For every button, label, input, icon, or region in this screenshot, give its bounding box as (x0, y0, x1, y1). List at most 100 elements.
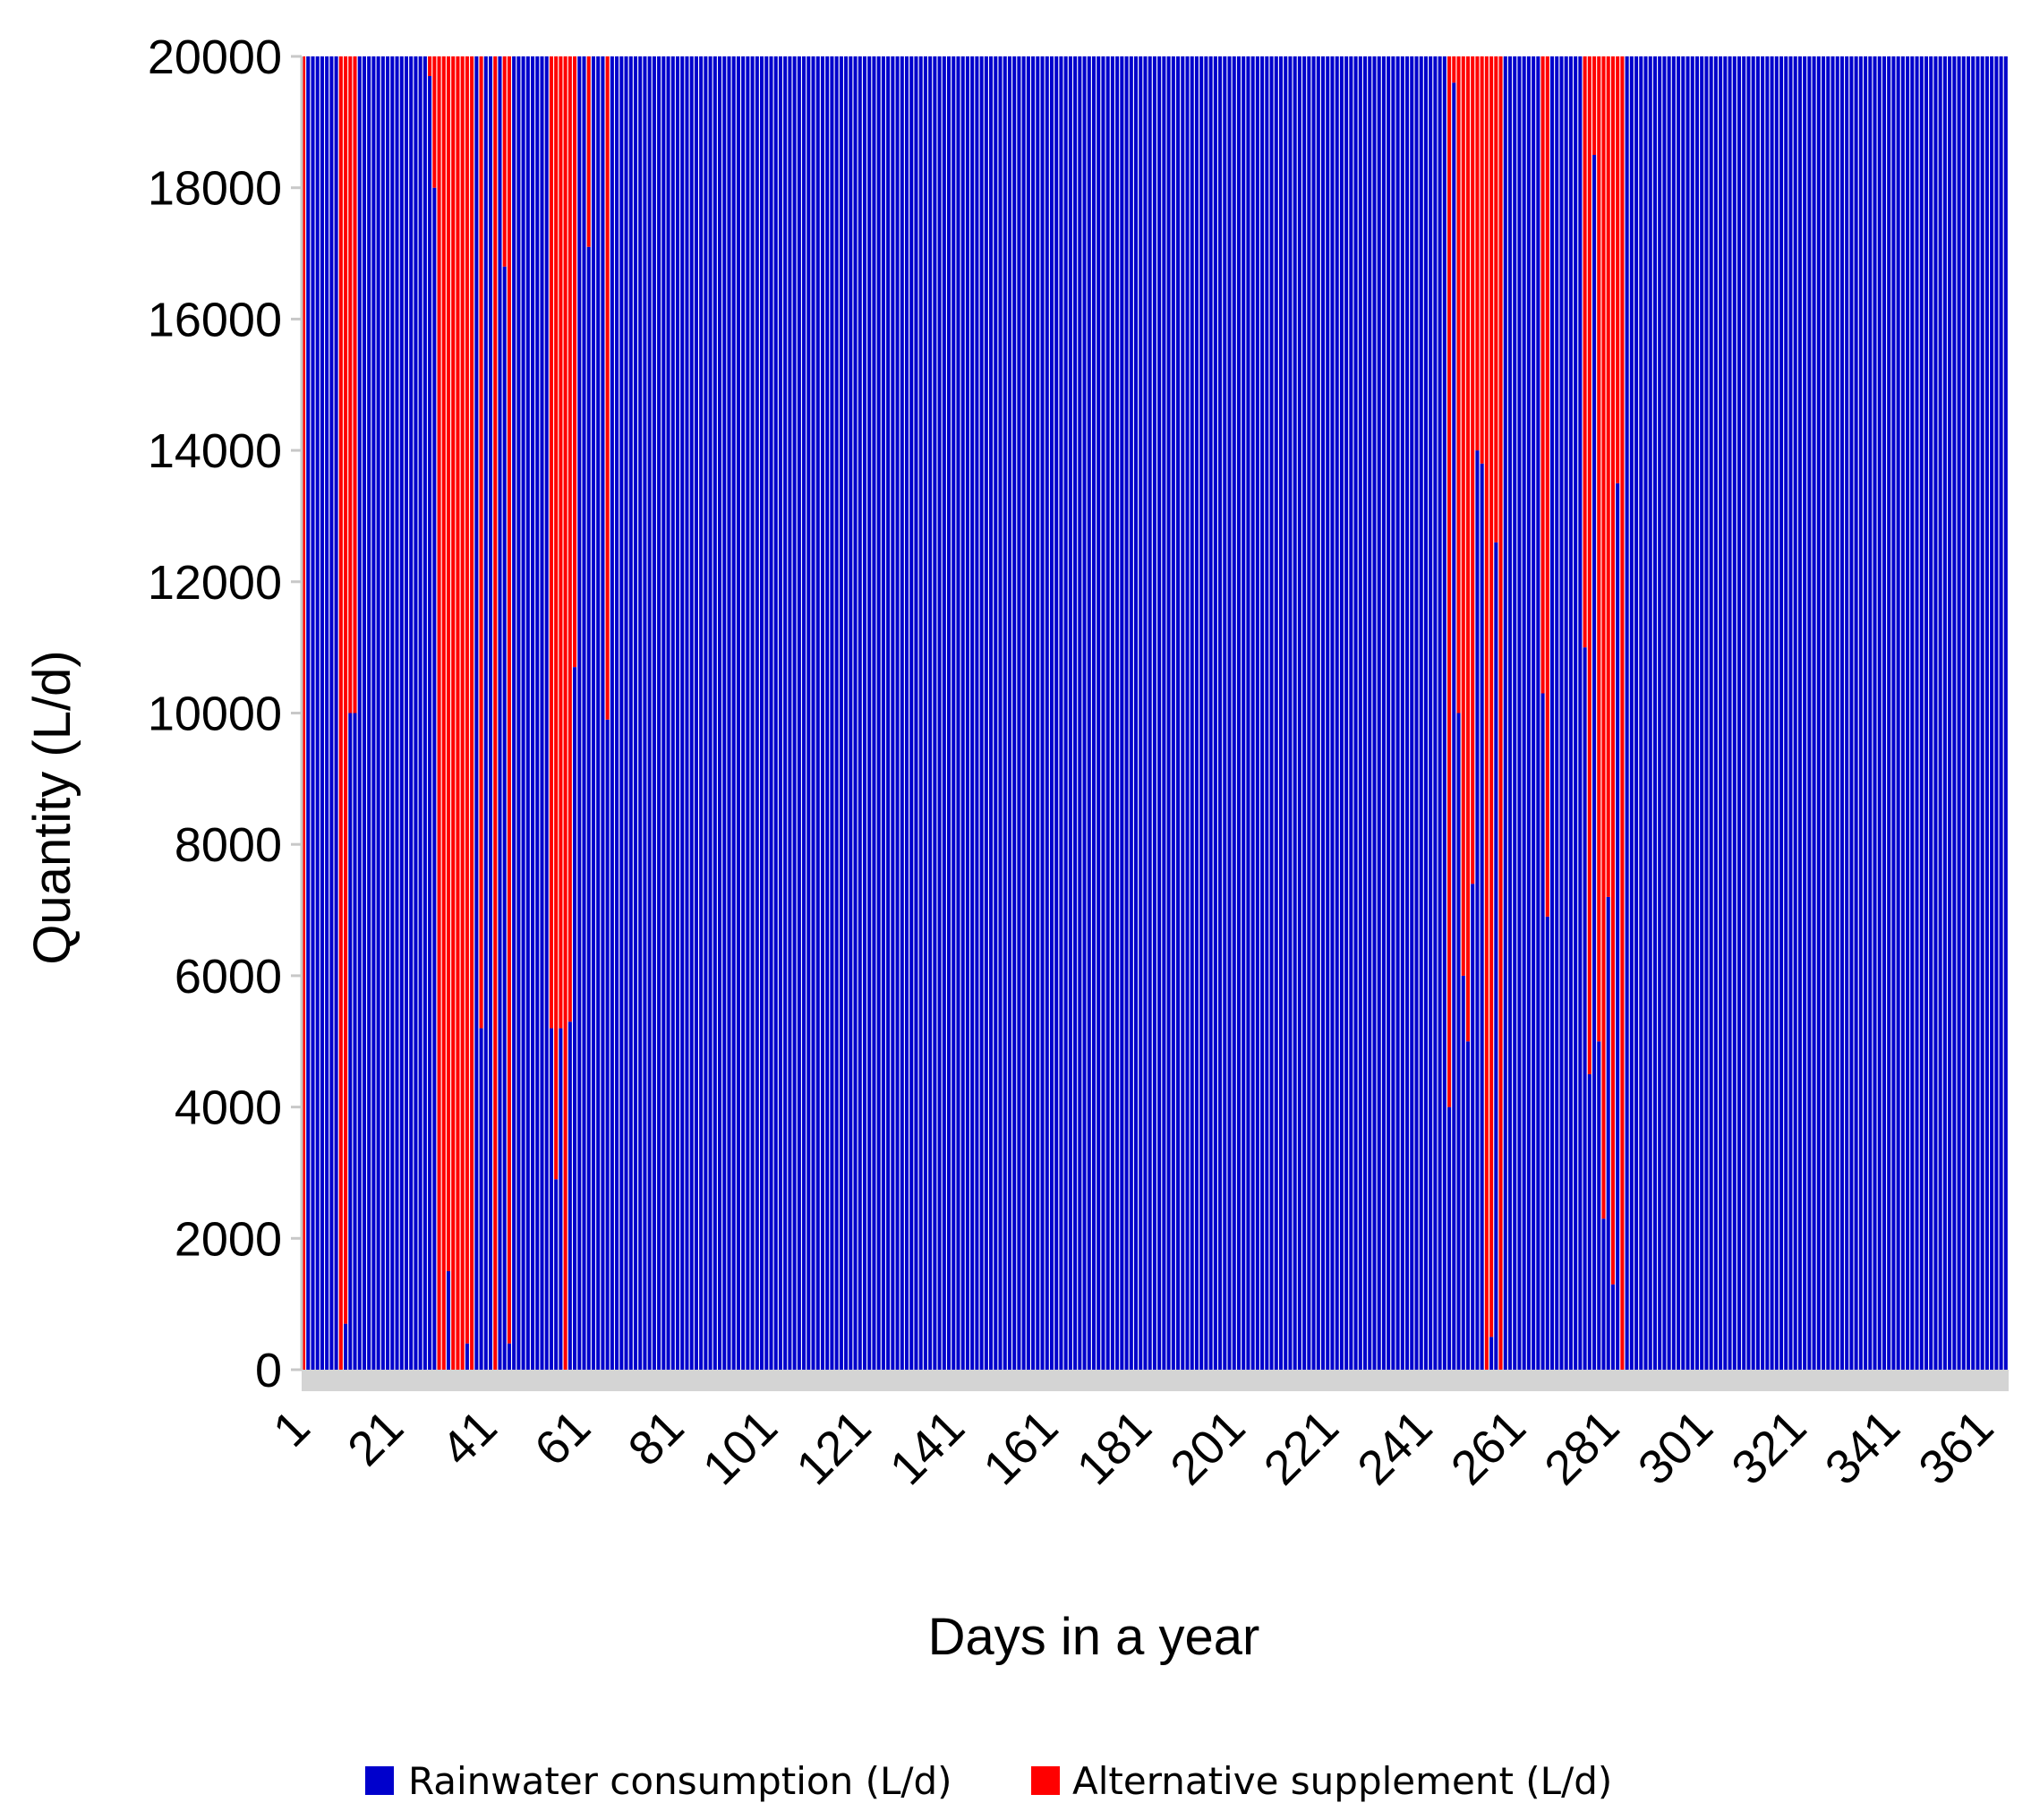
bar-rainwater-day-308 (1737, 56, 1742, 1370)
bar-rainwater-day-106 (792, 56, 797, 1370)
y-tick-label: 10000 (148, 688, 282, 741)
bar-rainwater-day-319 (1788, 56, 1793, 1370)
bar-rainwater-day-280 (1606, 896, 1610, 1370)
bar-rainwater-day-15 (367, 56, 371, 1370)
bar-rainwater-day-350 (1933, 56, 1938, 1370)
bar-rainwater-day-318 (1784, 56, 1788, 1370)
x-tick-label: 101 (693, 1400, 788, 1495)
bar-rainwater-day-113 (825, 56, 830, 1370)
bar-rainwater-day-69 (619, 56, 624, 1370)
x-tick-label: 301 (1628, 1400, 1723, 1495)
bar-rainwater-day-107 (797, 56, 801, 1370)
y-axis-title: Quantity (L/d) (23, 650, 81, 964)
bar-rainwater-day-276 (1587, 1073, 1592, 1370)
bar-rainwater-day-190 (1185, 56, 1190, 1370)
bar-rainwater-day-71 (628, 56, 633, 1370)
bar-rainwater-day-49 (525, 56, 530, 1370)
bar-rainwater-day-235 (1395, 56, 1400, 1370)
bar-rainwater-day-152 (1007, 56, 1011, 1370)
bar-rainwater-day-38 (474, 56, 479, 1370)
x-tick-label: 61 (525, 1400, 601, 1476)
legend: Rainwater consumption (L/d) Alternative … (365, 1759, 1612, 1803)
x-tick-label: 361 (1908, 1400, 2003, 1495)
bar-rainwater-day-112 (820, 56, 825, 1370)
bar-rainwater-day-273 (1574, 56, 1578, 1370)
bar-rainwater-day-194 (1204, 56, 1208, 1370)
bar-rainwater-day-46 (512, 56, 516, 1370)
bar-rainwater-day-138 (942, 56, 946, 1370)
bar-rainwater-day-36 (465, 1343, 469, 1370)
bar-rainwater-day-210 (1278, 56, 1284, 1370)
bar-rainwater-day-110 (811, 56, 815, 1370)
bar-rainwater-day-120 (858, 56, 862, 1370)
bar-alternative-day-255 (1489, 56, 1494, 1337)
bar-rainwater-day-321 (1797, 56, 1802, 1370)
bar-rainwater-day-200 (1232, 56, 1236, 1370)
bar-rainwater-day-143 (965, 56, 969, 1370)
bar-rainwater-day-168 (1082, 56, 1087, 1370)
bar-rainwater-day-359 (1976, 56, 1980, 1370)
bar-alternative-day-28 (428, 56, 432, 77)
bar-rainwater-day-5 (320, 56, 324, 1370)
bar-rainwater-day-228 (1363, 56, 1368, 1370)
bar-rainwater-day-205 (1255, 56, 1259, 1370)
bar-rainwater-day-179 (1133, 56, 1139, 1370)
bar-rainwater-day-54 (549, 1028, 553, 1370)
bar-rainwater-day-300 (1700, 56, 1704, 1370)
bar-rainwater-day-170 (1091, 56, 1097, 1370)
bar-rainwater-day-288 (1643, 56, 1648, 1370)
y-tick-label: 14000 (148, 424, 282, 478)
bar-rainwater-day-360 (1980, 56, 1984, 1370)
bar-alternative-day-283 (1620, 56, 1625, 1370)
bar-rainwater-day-130 (904, 56, 909, 1370)
bar-rainwater-day-218 (1316, 56, 1320, 1370)
bar-rainwater-day-63 (591, 56, 596, 1370)
bar-rainwater-day-212 (1288, 56, 1293, 1370)
bar-rainwater-day-22 (399, 56, 404, 1370)
bar-rainwater-day-183 (1152, 56, 1156, 1370)
bar-alternative-day-278 (1597, 56, 1601, 1042)
bar-rainwater-day-148 (989, 56, 994, 1370)
bar-rainwater-day-174 (1110, 56, 1114, 1370)
bar-rainwater-day-21 (395, 56, 399, 1370)
bar-alternative-day-59 (573, 56, 577, 668)
bar-rainwater-day-50 (531, 56, 535, 1370)
bar-rainwater-day-90 (717, 56, 722, 1370)
bar-rainwater-day-126 (886, 56, 891, 1370)
bar-rainwater-day-4 (315, 56, 320, 1370)
bar-rainwater-day-64 (596, 56, 601, 1370)
bar-rainwater-day-239 (1414, 56, 1419, 1370)
bar-rainwater-day-59 (573, 667, 577, 1370)
bar-alternative-day-10 (344, 56, 348, 1324)
bar-rainwater-day-80 (670, 56, 675, 1370)
bar-rainwater-day-154 (1017, 56, 1021, 1370)
bar-rainwater-day-176 (1120, 56, 1124, 1370)
bar-rainwater-day-19 (386, 56, 390, 1370)
bar-alternative-day-266 (1540, 56, 1545, 694)
bar-rainwater-day-132 (914, 56, 918, 1370)
bar-rainwater-day-13 (357, 56, 362, 1370)
bar-rainwater-day-223 (1339, 56, 1344, 1370)
x-tick-label: 41 (431, 1400, 508, 1476)
x-tick-label: 321 (1721, 1400, 1816, 1495)
bar-alternative-day-45 (507, 56, 511, 1344)
bar-rainwater-day-166 (1073, 56, 1078, 1370)
bar-rainwater-day-285 (1629, 56, 1634, 1370)
bar-rainwater-day-65 (601, 56, 605, 1370)
bar-rainwater-day-294 (1671, 56, 1676, 1370)
bar-rainwater-day-28 (428, 76, 432, 1370)
bar-alternative-day-257 (1498, 56, 1503, 1370)
bar-rainwater-day-229 (1368, 56, 1372, 1370)
bar-rainwater-day-70 (624, 56, 628, 1370)
bar-rainwater-day-215 (1302, 56, 1307, 1370)
bar-rainwater-day-155 (1021, 56, 1026, 1370)
bar-rainwater-day-115 (834, 56, 839, 1370)
bar-rainwater-day-17 (376, 56, 380, 1370)
bar-rainwater-day-272 (1568, 56, 1573, 1370)
x-tick-label: 141 (880, 1400, 975, 1495)
bar-rainwater-day-248 (1456, 713, 1461, 1370)
bar-rainwater-day-99 (760, 56, 764, 1370)
bar-alternative-day-35 (460, 56, 465, 1370)
bar-alternative-day-56 (559, 56, 563, 1029)
